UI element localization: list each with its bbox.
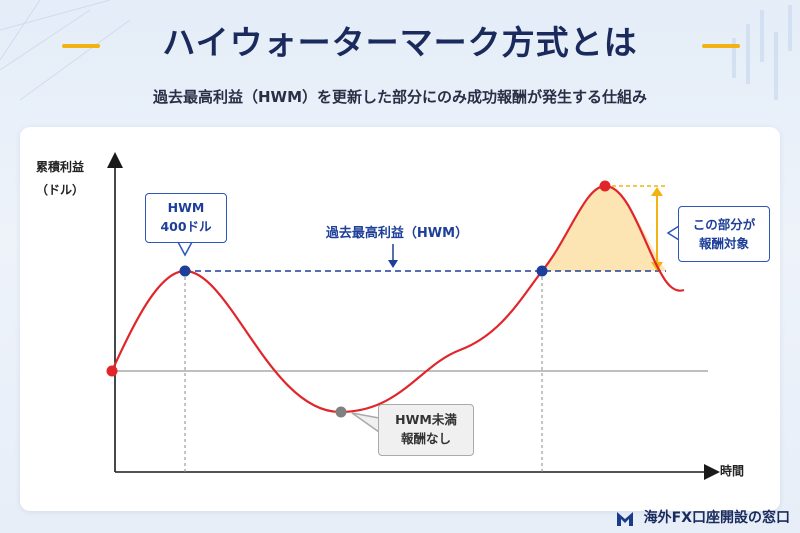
callout-below-pointer: [351, 412, 380, 433]
y-axis-label: 累積利益 （ドル）: [35, 160, 84, 197]
x-axis-label: 時間: [719, 464, 744, 478]
profit-curve: [110, 184, 685, 414]
hwm-point: [179, 265, 191, 277]
callout-target-pointer: [666, 225, 680, 241]
title-dash-right: [702, 44, 740, 48]
hwm-line-label: 過去最高利益（HWM）: [325, 226, 469, 241]
brand-logo-icon: [617, 512, 633, 526]
title-dash-left: [62, 44, 100, 48]
fee-area: [542, 186, 666, 271]
page-subtitle: 過去最高利益（HWM）を更新した部分にのみ成功報酬が発生する仕組み: [152, 88, 648, 106]
fee-bracket-top-head: [651, 187, 663, 196]
hwm-break-point: [536, 265, 548, 277]
callout-hwm: HWM 400ドル: [145, 193, 227, 243]
low-point: [335, 406, 347, 418]
hwm-label-arrow-head: [388, 260, 398, 268]
page-title: ハイウォーターマーク方式とは: [162, 23, 638, 62]
callout-fee-target: この部分が 報酬対象: [678, 206, 770, 262]
callout-hwm-pointer: [177, 241, 193, 257]
peak-point: [599, 180, 611, 192]
callout-below-hwm: HWM未満 報酬なし: [378, 404, 474, 456]
brand-name: 海外FX口座開設の窓口: [643, 510, 790, 526]
start-point: [106, 365, 118, 377]
